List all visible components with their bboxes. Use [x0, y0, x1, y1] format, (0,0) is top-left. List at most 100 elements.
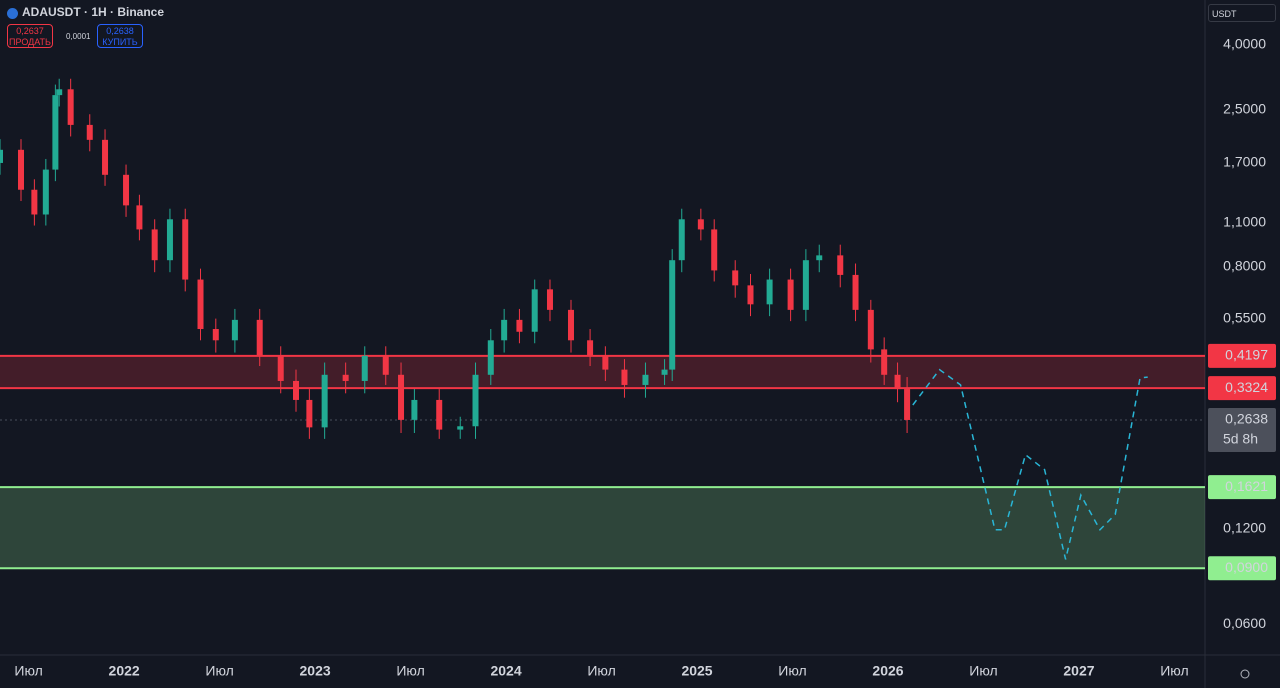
candle-body	[166, 219, 173, 261]
sell-price: 0,2637	[16, 26, 44, 36]
price-tag	[1208, 407, 1276, 452]
x-tick-label: Июл	[969, 663, 997, 679]
spread: 0,0001	[66, 32, 91, 41]
candle-body	[881, 349, 888, 375]
x-tick-label: Июл	[396, 663, 424, 679]
price-tag	[1208, 376, 1276, 401]
price-tag-label: 0,4197	[1225, 347, 1268, 363]
candle-body	[642, 374, 649, 385]
x-tick-label: 2024	[490, 663, 521, 679]
candle-body	[212, 329, 219, 341]
candle-body	[852, 274, 859, 310]
candle-body	[894, 374, 901, 390]
price-tag-label: 0,0900	[1225, 559, 1268, 575]
countdown: 5d 8h	[1223, 431, 1258, 447]
candle-body	[102, 139, 109, 175]
candle-body	[766, 279, 773, 305]
buy-button[interactable]: 0,2638 КУПИТЬ	[97, 24, 143, 48]
candle-body	[436, 399, 443, 430]
y-tick-label: 0,8000	[1223, 258, 1266, 274]
candle-body	[711, 229, 718, 271]
x-tick-label: 2026	[872, 663, 903, 679]
candle-body	[382, 355, 389, 375]
symbol[interactable]: ADAUSDT · 1H · Binance	[22, 5, 165, 19]
x-tick-label: 2022	[109, 663, 140, 679]
candle-body	[398, 374, 405, 420]
candle-body	[151, 229, 158, 261]
candle-body	[621, 369, 628, 385]
current-price-label: 0,2638	[1225, 411, 1268, 427]
candle-body	[904, 389, 911, 420]
x-tick-label: Июл	[1160, 663, 1188, 679]
y-tick-label: 0,1200	[1223, 519, 1266, 535]
candle-body	[501, 319, 508, 341]
candle-body	[487, 340, 494, 375]
candle-body	[867, 309, 874, 350]
candle-body	[837, 255, 844, 275]
candle-body	[669, 260, 676, 370]
candle-body	[661, 369, 668, 375]
candle-body	[67, 89, 74, 125]
candle-body	[747, 285, 754, 305]
sell-label: ПРОДАТЬ	[9, 37, 51, 47]
price-tag	[1208, 556, 1276, 581]
candle-body	[678, 219, 685, 261]
x-tick-label: Июл	[587, 663, 615, 679]
candle-body	[231, 319, 238, 341]
candle-body	[197, 279, 204, 330]
buy-label: КУПИТЬ	[102, 37, 138, 47]
buy-price: 0,2638	[106, 26, 134, 36]
price-tag	[1208, 475, 1276, 500]
candle-body	[531, 289, 538, 332]
price-tag	[1208, 343, 1276, 368]
candle-body	[136, 205, 143, 230]
x-tick-label: Июл	[205, 663, 233, 679]
candle-body	[802, 260, 809, 310]
x-tick-label: Июл	[14, 663, 42, 679]
y-tick-label: 2,5000	[1223, 100, 1266, 116]
candle-body	[457, 426, 464, 430]
sell-button[interactable]: 0,2637 ПРОДАТЬ	[7, 24, 53, 48]
candle-body	[86, 124, 93, 140]
symbol-icon	[7, 8, 18, 19]
candle-body	[342, 374, 349, 381]
projection-line	[912, 368, 1148, 560]
candle-body	[587, 340, 594, 356]
candle-body	[546, 289, 553, 310]
candle-body	[306, 399, 313, 428]
y-tick-label: 0,5500	[1223, 309, 1266, 325]
candle-body	[31, 189, 38, 215]
y-tick-label: 0,0600	[1223, 615, 1266, 631]
candle-body	[56, 89, 63, 96]
x-tick-label: Июл	[778, 663, 806, 679]
candle-body	[697, 219, 704, 230]
x-tick-label: 2023	[300, 663, 331, 679]
candle-body	[787, 279, 794, 310]
x-tick-label: 2027	[1063, 663, 1094, 679]
candle-body	[411, 399, 418, 420]
settings-icon	[1240, 669, 1250, 679]
price-tag-label: 0,1621	[1225, 478, 1268, 494]
candle-body	[256, 319, 263, 356]
logo	[8, 631, 16, 647]
candle-body	[816, 255, 823, 261]
candle-body	[472, 374, 479, 427]
y-tick-label: 1,1000	[1223, 214, 1266, 230]
candle-body	[321, 374, 328, 428]
candle-body	[42, 169, 49, 215]
candle-body	[516, 319, 523, 332]
y-tick-label: 4,0000	[1223, 36, 1266, 52]
candle-body	[292, 380, 299, 400]
candle-body	[277, 355, 284, 381]
price-tag-label: 0,3324	[1225, 379, 1268, 395]
candle-body	[732, 270, 739, 286]
currency-select[interactable]: USDT	[1208, 4, 1276, 22]
candle-body	[602, 355, 609, 370]
x-tick-label: 2025	[681, 663, 712, 679]
candle-body	[123, 174, 130, 206]
y-tick-label: 1,7000	[1223, 154, 1266, 170]
candle-body	[182, 219, 189, 280]
candle-body	[18, 149, 25, 190]
